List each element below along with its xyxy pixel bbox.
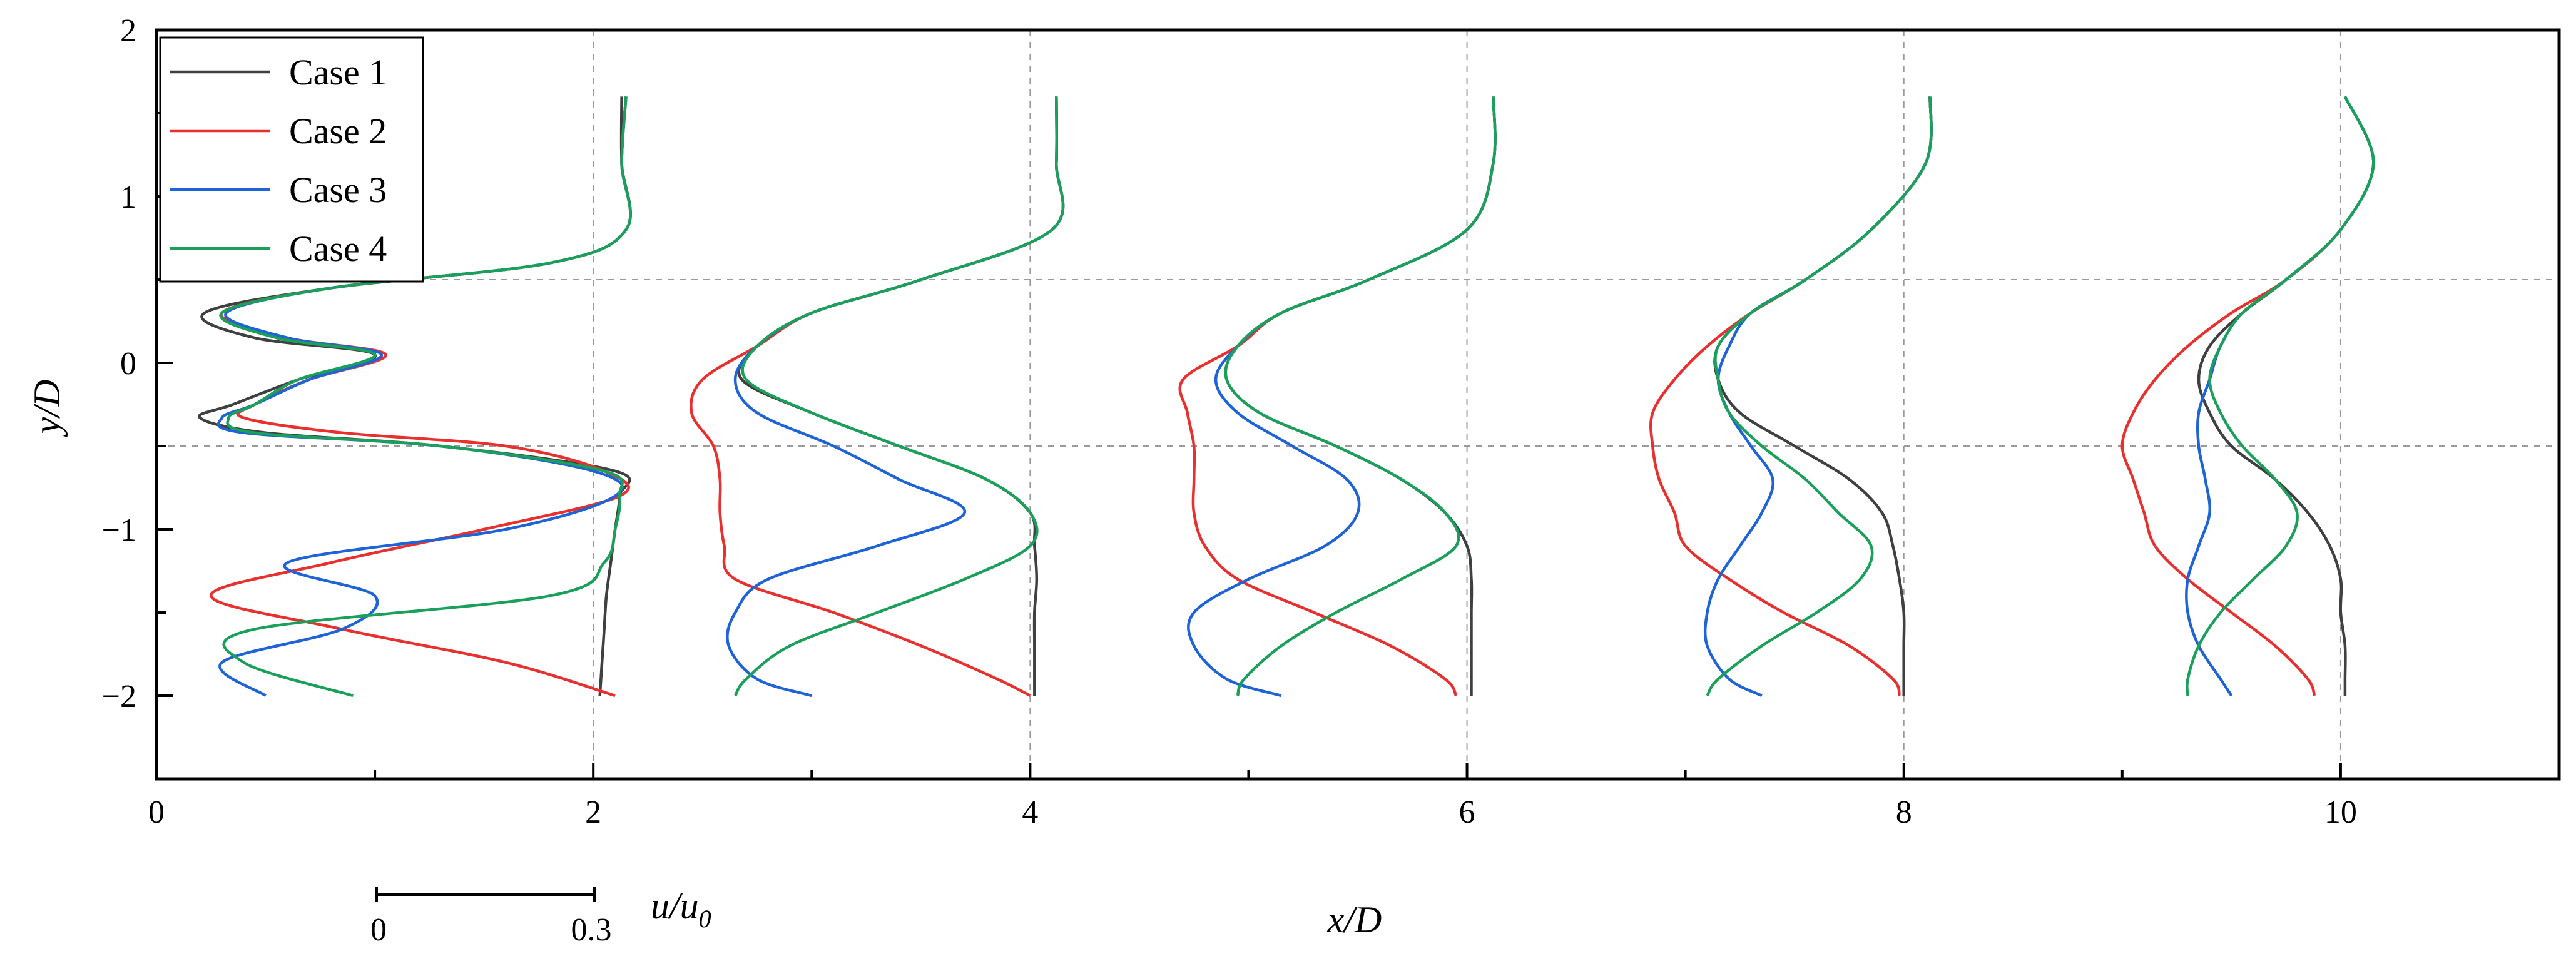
series-line-case-4 (219, 96, 632, 698)
profile-group (2120, 96, 2375, 697)
legend-label: Case 3 (289, 170, 387, 210)
y-tick-label: −2 (102, 679, 136, 714)
series-line-case-4 (1224, 96, 1497, 696)
profile-group (690, 96, 1065, 698)
x-axis-label: x/D (1327, 899, 1382, 940)
series-line-case-4 (2185, 96, 2375, 696)
y-tick-label: −1 (102, 512, 136, 548)
legend-box (159, 36, 424, 283)
velocity-scale-bar: 0 0.3 u/u0 (370, 885, 711, 948)
velocity-scale-label: u/u0 (651, 885, 711, 933)
y-tick-label: 0 (120, 346, 136, 382)
axis-tick-labels: 0 2 4 6 8 10 −2 −1 0 1 2 (102, 13, 2357, 830)
legend-label: Case 2 (289, 111, 387, 151)
x-tick-label: 2 (585, 795, 601, 830)
legend-label: Case 1 (289, 52, 387, 93)
x-tick-label: 0 (148, 795, 165, 830)
profile-group (1178, 96, 1497, 698)
x-tick-label: 8 (1896, 795, 1912, 830)
y-tick-label: 1 (120, 180, 136, 215)
x-tick-label: 10 (2324, 795, 2357, 830)
legend: Case 1 Case 2 Case 3 Case 4 (159, 36, 424, 283)
profile-group (198, 96, 632, 698)
grid (156, 30, 2559, 779)
profile-group (1649, 96, 1933, 698)
legend-label: Case 4 (289, 228, 387, 269)
velocity-scale-label-subscript: 0 (699, 905, 711, 933)
profile-curves (198, 96, 2375, 698)
y-tick-label: 2 (120, 13, 136, 49)
velocity-scale-label-main: u/u (651, 885, 699, 927)
x-tick-label: 4 (1022, 795, 1038, 830)
scale-bar-min-label: 0 (370, 912, 387, 948)
x-tick-label: 6 (1459, 795, 1475, 830)
series-line-case-4 (1706, 96, 1933, 697)
series-line-case-4 (734, 96, 1065, 697)
y-axis-label: y/D (26, 380, 68, 438)
plot-frame (155, 28, 2561, 781)
scale-bar-max-label: 0.3 (571, 912, 612, 948)
